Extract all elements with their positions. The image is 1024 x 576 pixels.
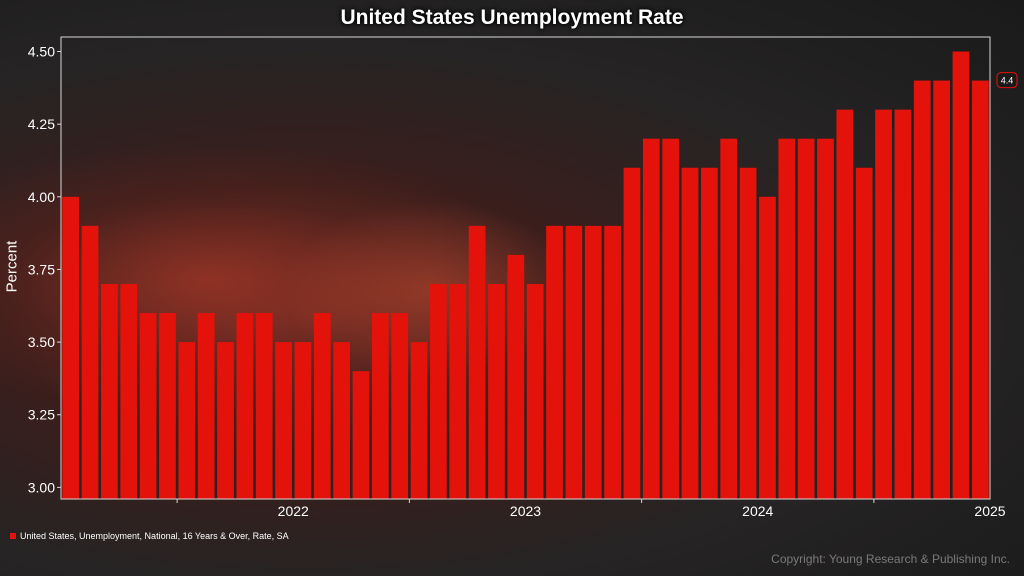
bar: [178, 342, 196, 499]
bar: [488, 283, 505, 499]
bar: [604, 225, 621, 499]
bar: [62, 196, 80, 499]
bar: [449, 283, 467, 499]
legend-label: United States, Unemployment, National, 1…: [20, 531, 289, 541]
x-tick-label: 2022: [278, 503, 309, 519]
bar: [236, 313, 254, 499]
legend-swatch: [10, 533, 16, 539]
bar: [101, 283, 118, 499]
bar: [642, 138, 660, 499]
bar: [507, 254, 525, 499]
y-tick-label: 4.00: [28, 189, 55, 205]
bar: [875, 109, 892, 499]
x-tick-label: 2024: [742, 503, 773, 519]
bar: [739, 167, 757, 499]
bar: [217, 342, 234, 499]
bar: [352, 371, 370, 499]
last-value-label: 4.4: [1001, 76, 1014, 86]
y-tick-label: 3.75: [28, 261, 55, 277]
last-value-badge: [996, 72, 1018, 89]
bar: [391, 313, 409, 499]
bar: [817, 138, 834, 499]
bar: [952, 51, 970, 499]
bar: [139, 313, 157, 499]
x-tick-label: 2025: [974, 503, 1005, 519]
bar: [933, 80, 950, 499]
bar: [197, 313, 215, 499]
copyright-text: Copyright: Young Research & Publishing I…: [771, 552, 1010, 566]
bar: [430, 283, 447, 499]
x-tick-label: 2023: [510, 503, 541, 519]
y-tick-label: 3.00: [28, 479, 55, 495]
bar: [778, 138, 796, 499]
chart-title: United States Unemployment Rate: [340, 6, 684, 29]
bar: [371, 313, 389, 499]
y-tick-label: 3.50: [28, 334, 55, 350]
y-tick-label: 4.50: [28, 44, 55, 60]
y-tick-label: 3.25: [28, 407, 55, 423]
bar: [468, 225, 486, 499]
bar: [159, 313, 176, 499]
bar: [700, 167, 718, 499]
bar: [120, 283, 138, 499]
bar: [546, 225, 563, 499]
bar: [759, 196, 776, 499]
bar: [836, 109, 854, 499]
bar: [410, 342, 428, 499]
bar: [584, 225, 602, 499]
bar: [662, 138, 680, 499]
bar: [275, 342, 292, 499]
bar: [313, 313, 331, 499]
plot-frame: [60, 36, 991, 500]
bar: [255, 313, 273, 499]
legend: United States, Unemployment, National, 1…: [10, 531, 289, 541]
bar: [855, 167, 873, 499]
bar: [294, 342, 312, 499]
y-tick-label: 4.25: [28, 116, 55, 132]
bar: [797, 138, 815, 499]
bar: [681, 167, 699, 499]
bar: [565, 225, 583, 499]
bar: [894, 109, 912, 499]
bar: [333, 342, 351, 499]
bar: [720, 138, 738, 499]
bar: [623, 167, 641, 499]
bar: [971, 80, 989, 499]
bar: [526, 283, 544, 499]
bar: [81, 225, 99, 499]
bar: [913, 80, 931, 499]
